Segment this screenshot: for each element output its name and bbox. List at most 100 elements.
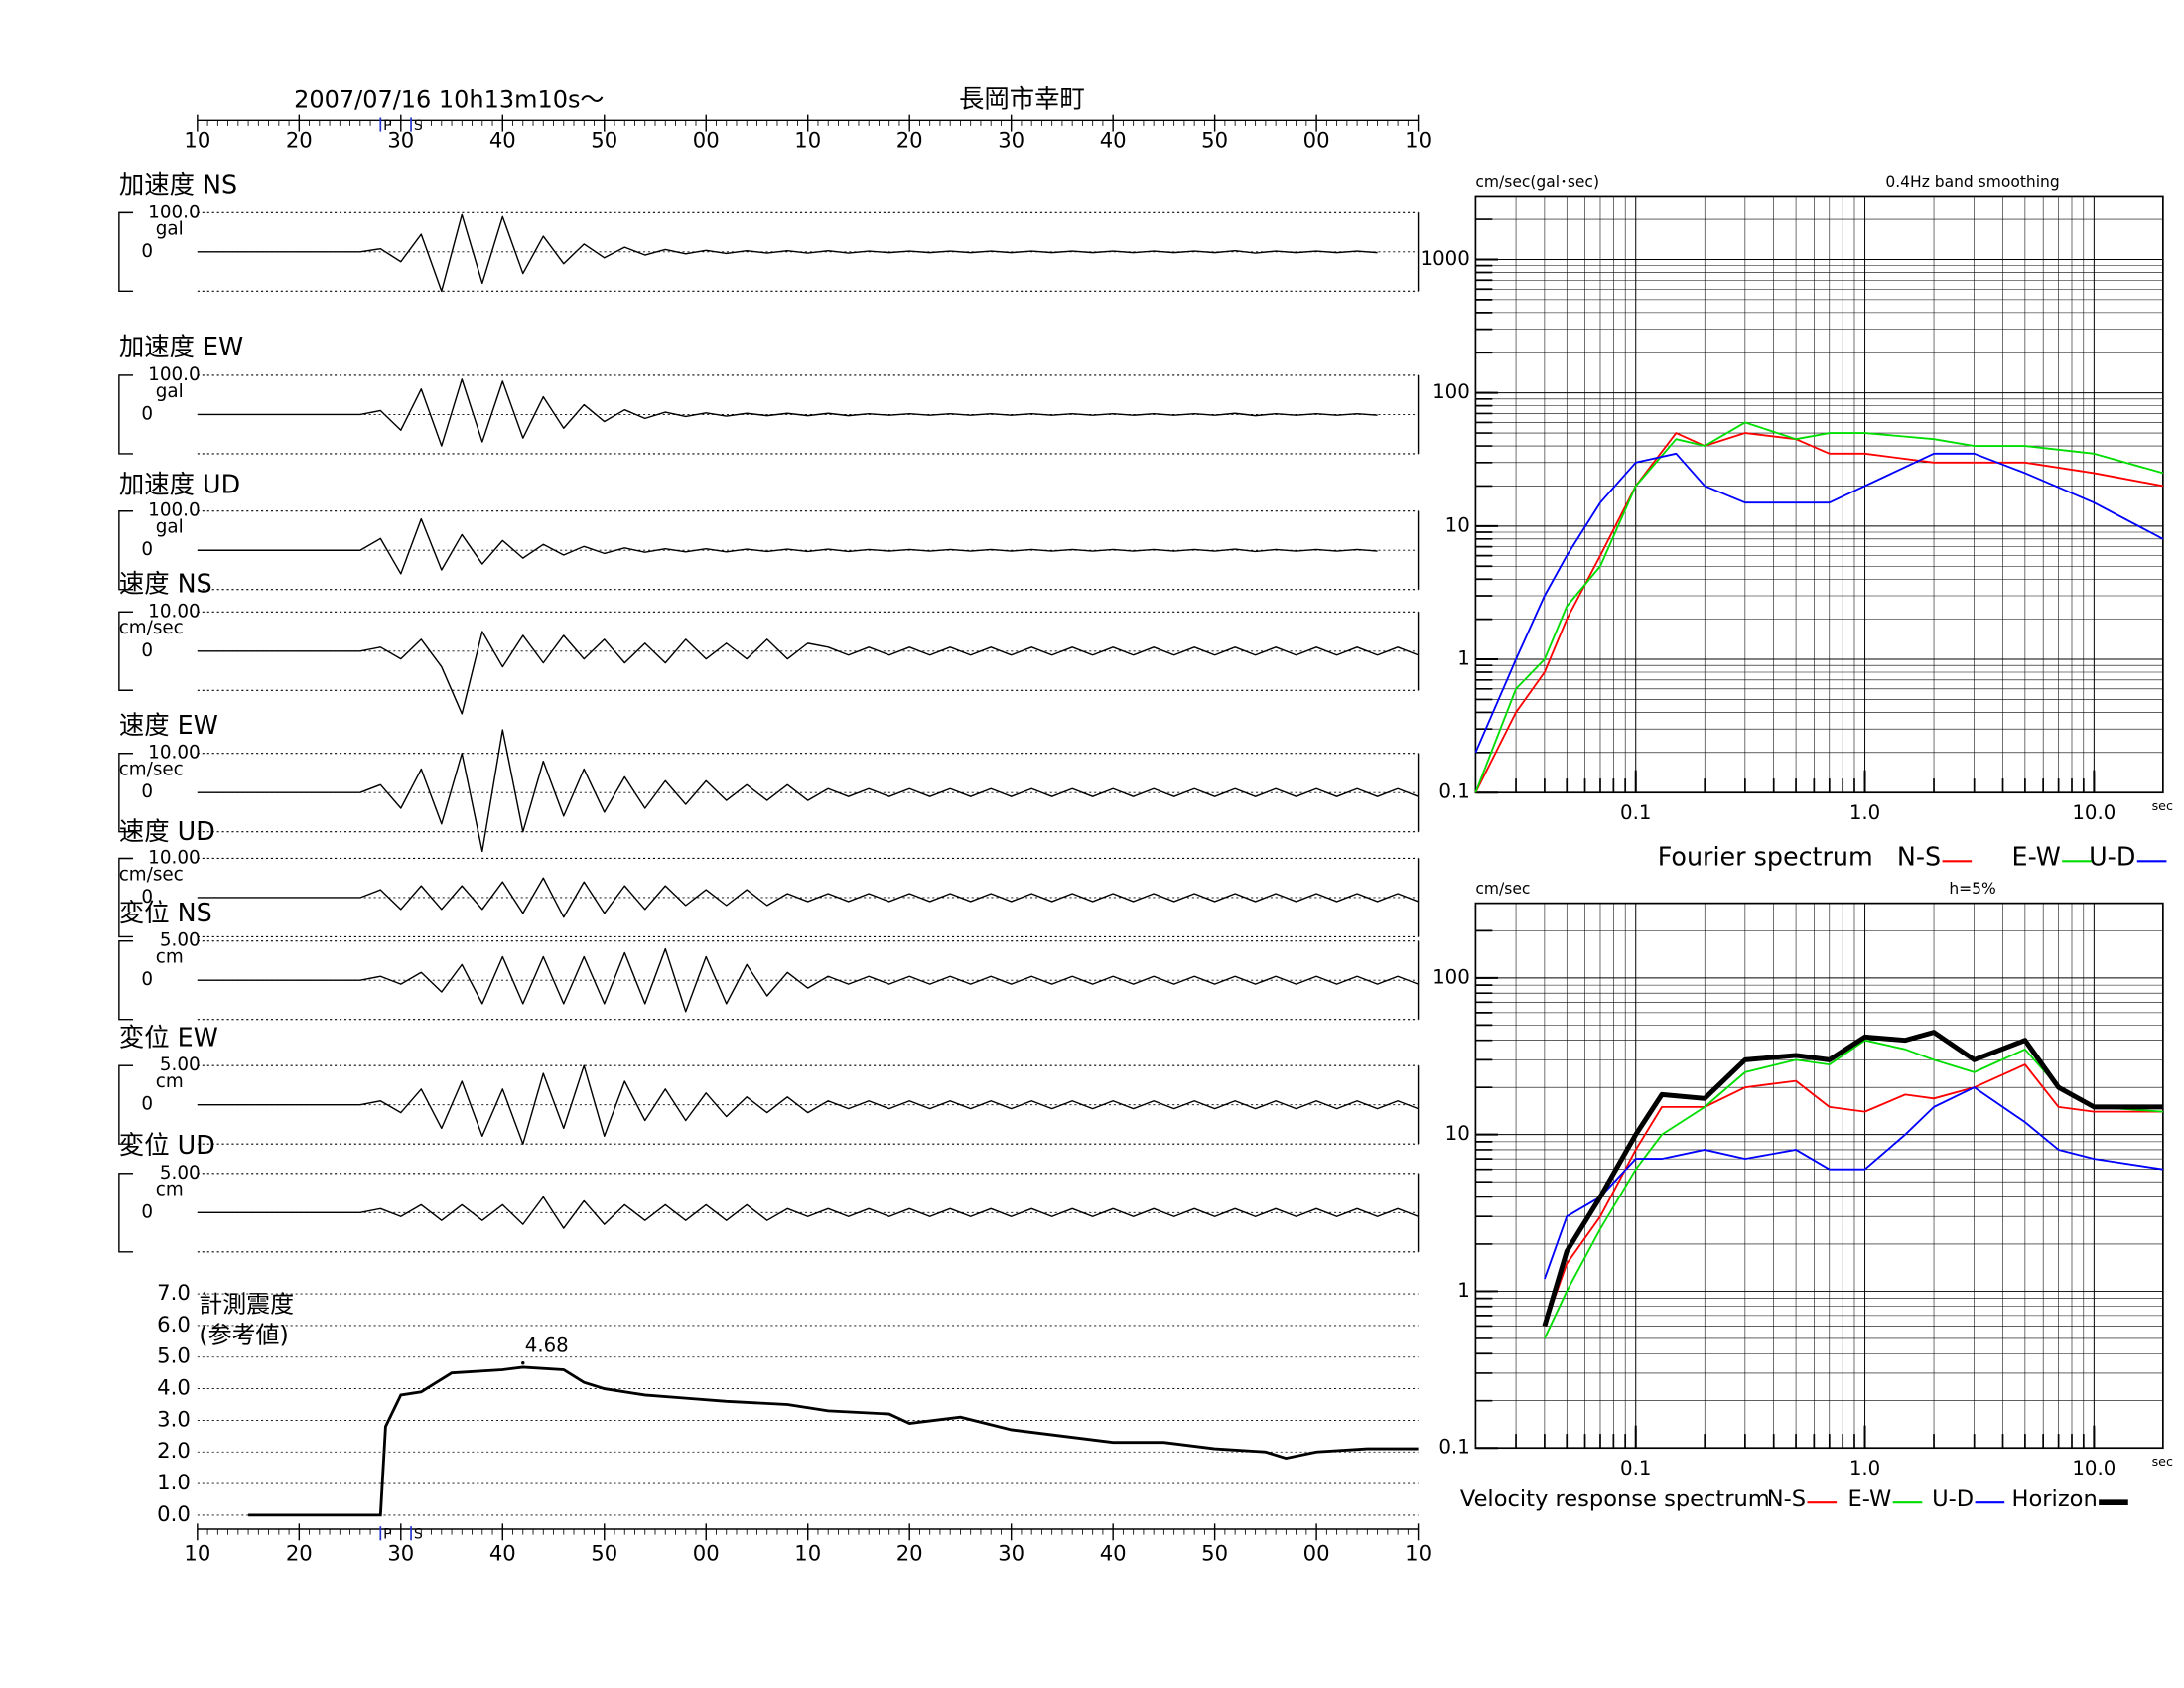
- plot-frame: [1474, 902, 2164, 1450]
- spectrum-line: [1474, 452, 2164, 754]
- y-tick-label: 0: [141, 403, 153, 424]
- legend-label: U-D: [1932, 1486, 1974, 1512]
- y-tick-label: 0: [141, 539, 153, 560]
- y-tick-label: 100.0: [148, 500, 200, 521]
- peak-dot: [521, 1361, 525, 1365]
- y-tick-label: 5.00: [160, 1163, 201, 1184]
- y-tick-label: 10.00: [148, 601, 200, 622]
- x-tick-label: 10: [1405, 1540, 1432, 1565]
- legend-label: N-S: [1897, 841, 1941, 871]
- x-tick-label: 00: [1303, 127, 1330, 152]
- waveform: [197, 729, 1419, 853]
- phase-label: S: [414, 1527, 423, 1543]
- x-tick-label: 1.0: [1849, 1457, 1880, 1479]
- unit-label: cm: [156, 1180, 184, 1200]
- unit-label: cm/sec: [119, 864, 184, 885]
- y-tick-label: 5.00: [160, 1055, 201, 1075]
- waveform: [197, 517, 1378, 575]
- x-tick-label: 00: [693, 127, 720, 152]
- y-tick-label: 0: [141, 969, 153, 990]
- legend-label: U-D: [2089, 841, 2135, 871]
- x-tick-label: 1.0: [1849, 801, 1880, 824]
- waveform: [197, 378, 1378, 447]
- unit-label: gal: [156, 218, 184, 239]
- x-tick-label: 40: [1100, 127, 1127, 152]
- waveform: [197, 631, 1419, 715]
- unit-label: cm/sec: [119, 760, 184, 780]
- spectrum-line: [1474, 432, 2164, 793]
- peak-label: 4.68: [525, 1334, 569, 1356]
- unit-label: gal: [156, 381, 184, 402]
- x-tick-label: 20: [286, 1540, 313, 1565]
- trace-title: 速度 NS: [119, 568, 212, 598]
- waveform: [197, 213, 1378, 293]
- x-tick-label: 10: [794, 1540, 821, 1565]
- x-tick-label: 40: [1100, 1540, 1127, 1565]
- x-tick-label: 50: [1201, 127, 1228, 152]
- spectrum-line: [1544, 1039, 2163, 1339]
- x-tick-label: 50: [1201, 1540, 1228, 1565]
- y-tick-label: 3.0: [157, 1406, 191, 1431]
- x-tick-label: 20: [286, 127, 313, 152]
- x-tick-label: 10: [794, 127, 821, 152]
- waveform: [197, 1196, 1419, 1229]
- y-tick-label: 100.0: [148, 364, 200, 385]
- x-tick-label: 00: [693, 1540, 720, 1565]
- intensity-title: 計測震度: [199, 1290, 294, 1318]
- x-tick-label: 30: [387, 127, 414, 152]
- unit-label: cm/sec: [119, 618, 184, 638]
- x-tick-label: 30: [998, 127, 1024, 152]
- y-tick-label: 100.0: [148, 202, 200, 222]
- y-tick-label: 0: [141, 781, 153, 802]
- chart-title: Fourier spectrum: [1658, 841, 1873, 871]
- legend-label: E-W: [1848, 1486, 1892, 1512]
- spectrum-line: [1542, 1030, 2163, 1328]
- y-tick-label: 10.00: [148, 743, 200, 764]
- x-tick-label: 50: [591, 1540, 617, 1565]
- x-tick-label: 10: [184, 127, 210, 152]
- station: 長岡市幸町: [959, 84, 1085, 114]
- trace-title: 速度 UD: [119, 816, 215, 846]
- plot-frame: [1474, 195, 2164, 794]
- trace-title: 加速度 EW: [119, 332, 243, 361]
- x-tick-label: 50: [591, 127, 617, 152]
- phase-label: S: [414, 118, 423, 134]
- trace-title: 変位 EW: [119, 1022, 218, 1052]
- y-unit: cm/sec(gal･sec): [1475, 173, 1599, 191]
- x-tick-label: 0.1: [1620, 801, 1651, 824]
- y-tick-label: 10.00: [148, 847, 200, 868]
- trace-title: 加速度 NS: [119, 170, 237, 200]
- x-unit: sec: [2152, 798, 2173, 813]
- intensity-line: [248, 1365, 1419, 1517]
- phase-label: P: [383, 118, 392, 134]
- waveform: [197, 947, 1419, 1013]
- y-unit: cm/sec: [1475, 880, 1530, 898]
- x-tick-label: 40: [489, 127, 516, 152]
- x-tick-label: 40: [489, 1540, 516, 1565]
- trace-title: 加速度 UD: [119, 469, 240, 498]
- legend-label: Horizon: [2012, 1486, 2098, 1512]
- y-tick-label: 1.0: [157, 1470, 191, 1494]
- y-tick-label: 1000: [1421, 247, 1470, 270]
- y-tick-label: 0.1: [1438, 1436, 1469, 1459]
- y-tick-label: 0.0: [157, 1501, 191, 1526]
- unit-label: cm: [156, 1071, 184, 1092]
- y-tick-label: 2.0: [157, 1438, 191, 1463]
- y-tick-label: 6.0: [157, 1312, 191, 1336]
- unit-label: cm: [156, 947, 184, 968]
- waveform: [197, 1064, 1419, 1145]
- y-tick-label: 5.00: [160, 930, 201, 951]
- phase-label: P: [383, 1527, 392, 1543]
- y-tick-label: 0: [141, 640, 153, 661]
- x-unit: sec: [2152, 1454, 2173, 1469]
- trace-title: 速度 EW: [119, 710, 218, 740]
- trace-title: 変位 UD: [119, 1130, 215, 1160]
- y-tick-label: 0.1: [1438, 780, 1469, 803]
- y-tick-label: 0: [141, 1094, 153, 1115]
- x-tick-label: 0.1: [1620, 1457, 1651, 1479]
- x-tick-label: 30: [387, 1540, 414, 1565]
- x-tick-label: 10: [184, 1540, 210, 1565]
- x-tick-label: 10.0: [2072, 801, 2116, 824]
